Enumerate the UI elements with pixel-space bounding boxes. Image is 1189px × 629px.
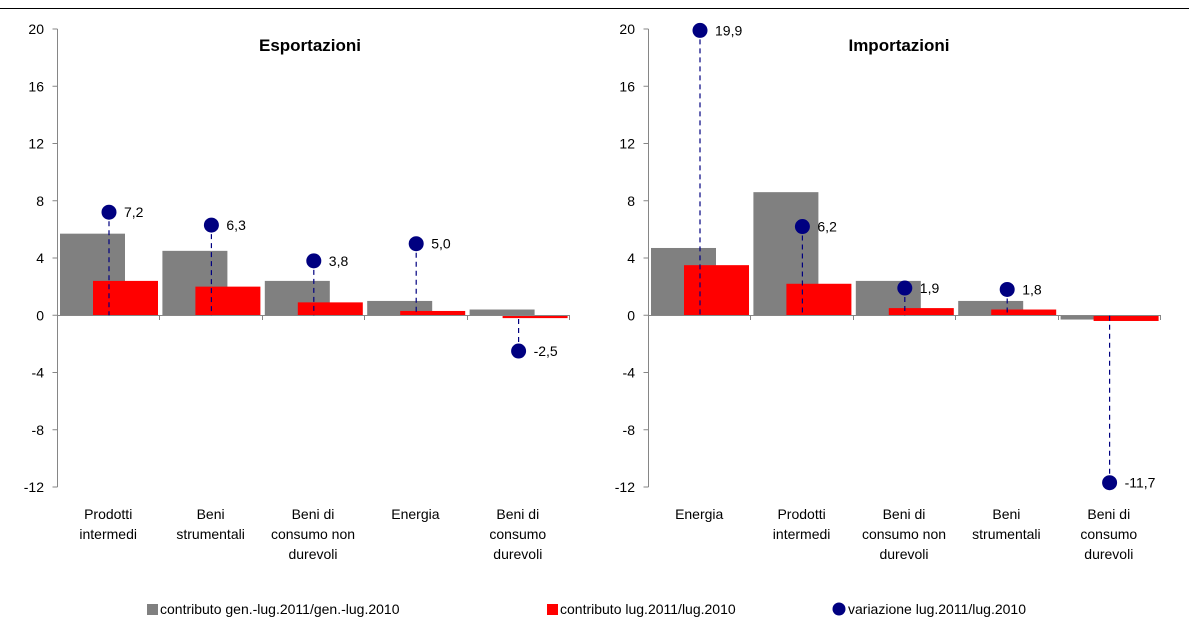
variazione-dot xyxy=(511,343,527,359)
chart-panel-importazioni: Importazioni 20 16 12 8 4 0 -4 -8 -12 19,9 6,2 1,9 1,… xyxy=(615,21,1161,562)
bar-contributo-lug xyxy=(502,315,568,319)
x-category-label: Beni di xyxy=(1087,506,1130,522)
x-category-label: consumo xyxy=(489,526,546,542)
x-category-label: Prodotti xyxy=(84,506,132,522)
variazione-dot xyxy=(203,217,219,233)
x-category-label: durevoli xyxy=(879,546,928,562)
y-tick-label: -4 xyxy=(623,365,636,381)
variazione-data-label: 1,9 xyxy=(920,280,940,296)
x-category-label: consumo xyxy=(1080,526,1137,542)
y-tick-label: 4 xyxy=(627,250,635,266)
y-tick-label: 12 xyxy=(619,136,635,152)
y-tick-label: 20 xyxy=(619,21,635,37)
legend-label-red: contributo lug.2011/lug.2010 xyxy=(560,601,736,617)
variazione-data-label: -2,5 xyxy=(534,343,558,359)
x-category-label: Beni di xyxy=(496,506,539,522)
y-tick-label: 16 xyxy=(28,78,44,94)
variazione-dot xyxy=(692,22,708,38)
legend-label-gray: contributo gen.-lug.2011/gen.-lug.2010 xyxy=(160,601,400,617)
y-tick-label: -12 xyxy=(24,479,44,495)
variazione-data-label: 19,9 xyxy=(715,22,742,38)
y-tick-label: -4 xyxy=(32,365,45,381)
variazione-dot xyxy=(999,281,1015,297)
bar-contributo-gen-lug xyxy=(1060,315,1126,320)
x-category-label: consumo non xyxy=(271,526,355,542)
variazione-dot xyxy=(408,236,424,252)
y-tick-label: 8 xyxy=(36,193,44,209)
y-tick-label: 4 xyxy=(36,250,44,266)
bar-contributo-lug xyxy=(888,308,954,316)
legend-swatch-dot xyxy=(832,602,846,616)
bar-contributo-lug xyxy=(297,302,363,316)
variazione-data-label: 6,3 xyxy=(226,217,246,233)
variazione-data-label: 7,2 xyxy=(124,204,144,220)
variazione-dot xyxy=(101,204,117,220)
legend-swatch-gray xyxy=(147,604,158,615)
x-category-label: durevoli xyxy=(493,546,542,562)
bar-contributo-lug xyxy=(786,283,852,316)
y-tick-label: -8 xyxy=(623,422,636,438)
bar-contributo-lug xyxy=(1093,315,1159,321)
x-category-label: intermedi xyxy=(79,526,137,542)
variazione-dot xyxy=(897,280,913,296)
legend: contributo gen.-lug.2011/gen.-lug.2010 co… xyxy=(147,601,1026,617)
chart-panel-esportazioni: Esportazioni 20 16 12 8 4 0 -4 -8 -12 7,2 6,3 3,8 5,0… xyxy=(24,21,570,562)
legend-swatch-red xyxy=(547,604,558,615)
y-tick-label: 8 xyxy=(627,193,635,209)
variazione-dot xyxy=(306,253,322,269)
variazione-dot xyxy=(1102,475,1118,491)
chart-title: Importazioni xyxy=(848,36,949,55)
x-category-label: Beni di xyxy=(883,506,926,522)
variazione-data-label: 6,2 xyxy=(817,219,837,235)
x-category-label: consumo non xyxy=(862,526,946,542)
y-tick-label: -12 xyxy=(615,479,635,495)
x-category-label: strumentali xyxy=(972,526,1040,542)
variazione-data-label: -11,7 xyxy=(1125,475,1156,491)
variazione-data-label: 1,8 xyxy=(1022,281,1042,297)
bar-contributo-lug xyxy=(93,280,158,316)
y-tick-label: 20 xyxy=(28,21,44,37)
legend-label-dot: variazione lug.2011/lug.2010 xyxy=(848,601,1026,617)
bar-contributo-lug xyxy=(991,309,1057,316)
y-tick-label: -8 xyxy=(32,422,45,438)
variazione-dot xyxy=(794,219,810,235)
x-category-label: durevoli xyxy=(288,546,337,562)
x-category-label: intermedi xyxy=(773,526,831,542)
variazione-data-label: 3,8 xyxy=(329,253,349,269)
x-category-label: Energia xyxy=(675,506,723,522)
x-category-label: Beni xyxy=(197,506,225,522)
bar-contributo-lug xyxy=(400,310,466,316)
y-tick-label: 0 xyxy=(627,307,635,323)
bar-contributo-gen-lug xyxy=(469,309,535,316)
chart-title: Esportazioni xyxy=(259,36,361,55)
x-category-label: Beni xyxy=(992,506,1020,522)
bar-contributo-lug xyxy=(195,286,261,316)
x-category-label: Prodotti xyxy=(777,506,825,522)
y-tick-label: 12 xyxy=(28,136,44,152)
x-category-label: durevoli xyxy=(1084,546,1133,562)
x-category-label: strumentali xyxy=(176,526,244,542)
bar-contributo-lug xyxy=(684,265,749,316)
x-category-label: Beni di xyxy=(292,506,335,522)
y-tick-label: 16 xyxy=(619,78,635,94)
variazione-data-label: 5,0 xyxy=(431,236,451,252)
x-category-label: Energia xyxy=(391,506,439,522)
y-tick-label: 0 xyxy=(36,307,44,323)
